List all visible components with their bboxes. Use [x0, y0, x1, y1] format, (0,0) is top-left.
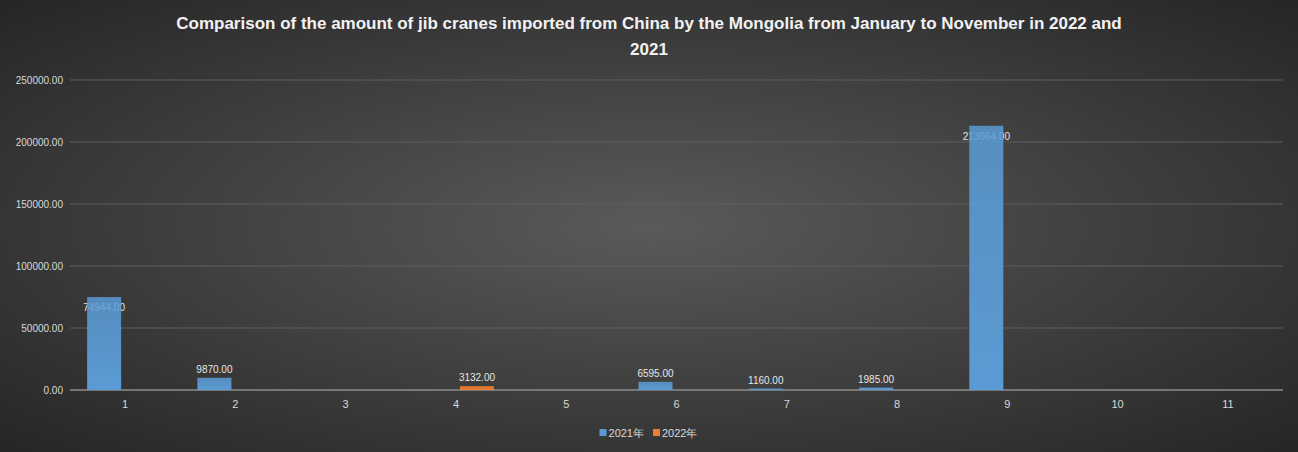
y-tick-label: 50000.00	[21, 323, 63, 334]
x-tick-label: 8	[894, 398, 900, 410]
data-label: 9870.00	[196, 364, 233, 375]
legend: 2021年 2022年	[600, 427, 698, 439]
x-tick-label: 7	[784, 398, 790, 410]
grid-line	[70, 204, 1283, 205]
grid-line	[70, 142, 1283, 143]
legend-swatch	[653, 429, 660, 436]
grid-line	[70, 328, 1283, 329]
grid-line	[70, 80, 1283, 81]
chart: Comparison of the amount of jib cranes i…	[0, 0, 1298, 452]
x-tick-label: 4	[453, 398, 459, 410]
x-tick-label: 3	[343, 398, 349, 410]
grid-line	[70, 266, 1283, 267]
data-label: 3132.00	[459, 372, 496, 383]
x-tick-label: 9	[1004, 398, 1010, 410]
x-tick-label: 2	[232, 398, 238, 410]
title: Comparison of the amount of jib cranes i…	[176, 14, 1122, 59]
y-tick-label: 100000.00	[16, 261, 64, 272]
data-label: 1985.00	[858, 374, 895, 385]
x-tick-label: 11	[1222, 398, 1233, 410]
y-tick-label: 0.00	[44, 385, 64, 396]
bar	[197, 378, 231, 390]
title-line: Comparison of the amount of jib cranes i…	[176, 14, 1122, 33]
bg	[0, 0, 1298, 452]
grid-line	[70, 390, 1283, 391]
y-tick-label: 250000.00	[16, 75, 64, 86]
x-tick-label: 6	[673, 398, 679, 410]
bar	[859, 388, 893, 390]
title-line: 2021	[630, 40, 668, 59]
y-tick-label: 200000.00	[16, 137, 64, 148]
x-tick-label: 5	[563, 398, 569, 410]
data-labels: 74944.009870.006595.001160.001985.002130…	[83, 131, 1010, 386]
legend-swatch	[600, 429, 607, 436]
data-label: 1160.00	[748, 375, 784, 386]
data-label: 6595.00	[637, 368, 674, 379]
y-tick-label: 150000.00	[16, 199, 64, 210]
bar	[749, 389, 783, 390]
x-tick-label: 1	[122, 398, 128, 410]
x-axis	[70, 390, 1283, 391]
bar	[460, 386, 494, 390]
x-tick-label: 10	[1111, 398, 1123, 410]
legend-label: 2022年	[662, 427, 697, 439]
y-axis	[70, 80, 71, 390]
legend-label: 2021年	[609, 427, 644, 439]
bar	[87, 297, 121, 390]
bar	[969, 126, 1003, 390]
bar	[639, 382, 673, 390]
